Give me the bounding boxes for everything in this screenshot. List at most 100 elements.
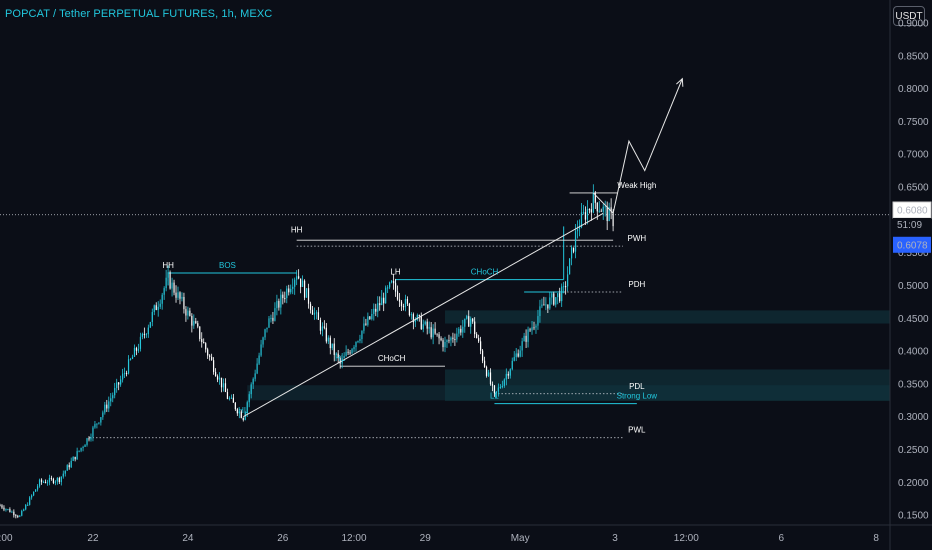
candle-body [557, 293, 559, 298]
candle-body [315, 312, 318, 314]
annotation-lh: LH [390, 268, 400, 277]
candle-body [1, 505, 3, 508]
candle-body [104, 404, 106, 413]
candle-body [282, 294, 284, 299]
candle-body [94, 424, 96, 428]
price-tick-label: 0.8000 [898, 84, 929, 95]
candle-body [238, 411, 240, 414]
price-tick-label: 0.4000 [898, 347, 929, 358]
candle-body [440, 338, 442, 341]
candle-body [301, 280, 304, 287]
candle-body [337, 353, 339, 359]
candle-body [476, 334, 478, 339]
candle-body [40, 479, 43, 483]
candle-body [335, 353, 337, 355]
price-tick-label: 0.5000 [898, 281, 929, 292]
candle-body [66, 465, 68, 471]
candle-body [511, 360, 513, 370]
candle-body [9, 509, 11, 513]
countdown-bg [893, 218, 931, 232]
candle-body [584, 212, 587, 220]
candle-body [551, 293, 553, 298]
candle-body [123, 373, 126, 375]
candle-body [187, 310, 189, 316]
candle-body [216, 376, 219, 380]
candle-body [327, 337, 329, 342]
candle-body [602, 206, 604, 212]
candle-body [224, 383, 227, 392]
candle-body [141, 333, 144, 337]
time-tick-label: 26 [277, 533, 289, 544]
price-tick-label: 0.1500 [898, 511, 929, 522]
candle-body [258, 355, 260, 364]
annotation-bos: BOS [219, 261, 236, 270]
candle-body [266, 327, 268, 330]
candle-body [375, 308, 377, 312]
candle-body [408, 303, 411, 316]
candle-body [179, 292, 181, 299]
candle-body [211, 356, 213, 361]
annotation-hh: HH [162, 261, 174, 270]
candle-body [608, 207, 610, 222]
candle-body [389, 282, 391, 288]
candle-body [317, 312, 320, 320]
candle-body [197, 323, 199, 327]
candle-body [13, 511, 15, 516]
candle-body [381, 297, 383, 306]
candle-body [578, 227, 581, 230]
time-tick-label: 29 [420, 533, 432, 544]
candle-body [442, 340, 444, 348]
annotation-strong-low: Strong Low [617, 392, 658, 401]
candle-body [446, 340, 448, 343]
drawings-layer [243, 77, 684, 418]
candle-body [478, 338, 480, 342]
currency-selector-button[interactable]: USDT [893, 6, 925, 26]
candle-body [549, 297, 551, 309]
candle-body [600, 210, 602, 212]
candle-body [567, 274, 569, 287]
candle-body [147, 327, 149, 335]
candle-body [501, 385, 503, 388]
annotation-pwl: PWL [628, 426, 646, 435]
candle-body [424, 321, 426, 325]
candle-body [369, 316, 371, 320]
candle-body [135, 347, 138, 351]
candle-body [118, 382, 120, 385]
candle-body [519, 350, 521, 357]
candle-body [592, 192, 594, 213]
candle-body [462, 326, 464, 333]
candle-body [108, 401, 110, 409]
candle-body [191, 315, 193, 326]
candle-body [371, 313, 373, 320]
candle-body [555, 297, 557, 305]
candle-body [541, 304, 543, 307]
candle-body [145, 334, 147, 336]
candle-body [120, 379, 122, 385]
candle-body [218, 377, 221, 380]
candle-body [483, 360, 486, 367]
candle-body [122, 373, 124, 380]
trend-line [243, 212, 604, 418]
candle-body [444, 342, 446, 348]
candle-body [252, 378, 254, 385]
candle-body [242, 417, 244, 420]
candle-body [31, 495, 33, 498]
candle-body [412, 314, 414, 323]
candle-body [570, 247, 573, 259]
candle-body [254, 373, 256, 379]
candle-body [543, 304, 545, 306]
candles-layer [0, 184, 614, 519]
candle-body [3, 507, 5, 510]
candle-body [44, 481, 47, 483]
candle-body [260, 344, 262, 356]
candle-body [290, 288, 292, 293]
annotation-hh: HH [291, 226, 303, 235]
candle-body [493, 385, 496, 393]
candle-body [612, 211, 614, 227]
candle-body [329, 337, 331, 349]
candle-body [288, 288, 290, 293]
candle-body [264, 329, 266, 338]
candle-body [434, 328, 436, 334]
candle-body [339, 358, 341, 364]
